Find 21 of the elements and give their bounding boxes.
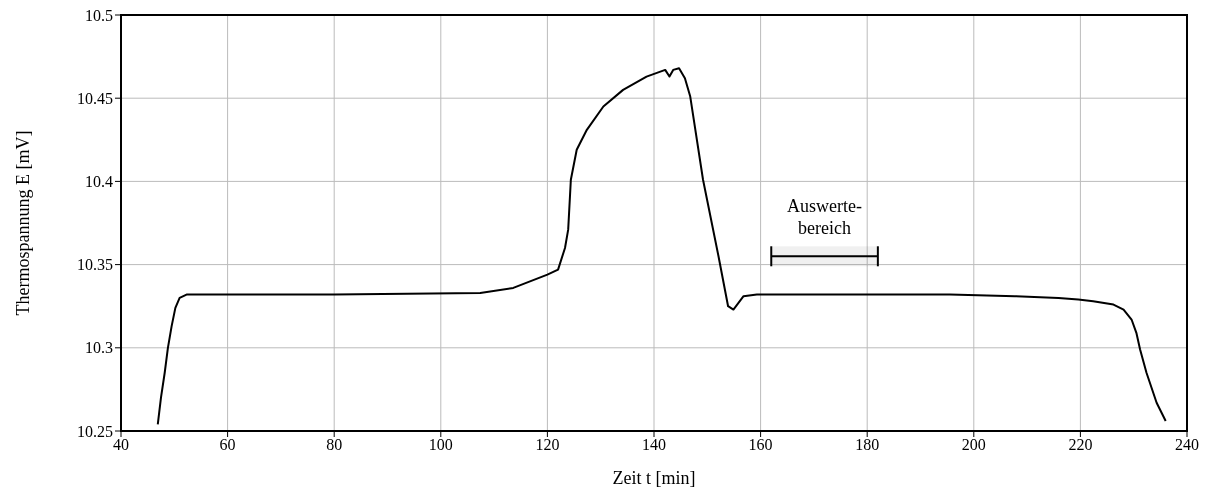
x-tick-label: 60 [219, 436, 236, 454]
y-tick-label: 10.35 [77, 256, 113, 274]
x-tick-label: 120 [535, 436, 560, 454]
x-tick-label: 140 [642, 436, 666, 454]
y-tick-label: 10.25 [77, 422, 113, 440]
y-tick-label: 10.5 [85, 6, 113, 24]
x-tick-label: 100 [428, 436, 453, 454]
x-tick-label: 220 [1068, 436, 1093, 454]
x-tick-label: 80 [326, 436, 343, 454]
y-tick-label: 10.45 [77, 89, 113, 107]
x-tick-label: 200 [961, 436, 986, 454]
y-axis-title: Thermospannung E [mV] [13, 130, 34, 316]
x-axis-title: Zeit t [min] [612, 468, 696, 488]
x-tick-label: 180 [855, 436, 880, 454]
line-series [156, 67, 1167, 426]
x-tick-label: 240 [1175, 436, 1199, 454]
y-tick-label: 10.3 [85, 339, 113, 357]
x-tick-label: 160 [748, 436, 773, 454]
y-tick-label: 10.4 [85, 173, 113, 191]
x-tick-label: 40 [113, 436, 129, 454]
band-label: Auswerte- bereich [787, 196, 863, 239]
